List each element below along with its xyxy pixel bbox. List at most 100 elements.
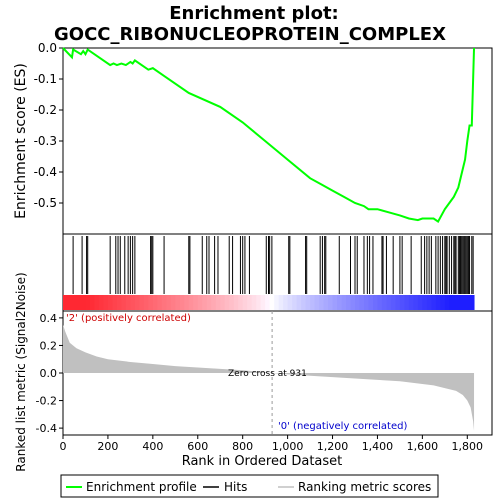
rank-y-tick-label: 0.0 xyxy=(40,367,58,380)
heat-bar-segment xyxy=(292,295,298,310)
es-y-tick-label: -0.1 xyxy=(34,72,57,86)
heat-bar-segment xyxy=(359,295,365,310)
heat-bar-segment xyxy=(431,295,437,310)
heat-bar-segment xyxy=(377,295,383,310)
es-y-tick-label: -0.3 xyxy=(34,134,57,148)
heat-bar-segment xyxy=(435,295,441,310)
heat-bar-segment xyxy=(417,295,423,310)
heat-bar-segment xyxy=(265,295,271,310)
heat-bar-segment xyxy=(256,295,262,310)
legend: Enrichment profile Hits Ranking metric s… xyxy=(60,474,439,498)
enrichment-score-panel: 0.0 -0.1 -0.2 -0.3 -0.4 -0.5 Enrichment score… xyxy=(13,41,493,235)
heat-bar-segment xyxy=(386,295,392,310)
heat-bar-segment xyxy=(413,295,419,310)
heat-bar-segment xyxy=(112,295,118,310)
x-tick-label: 800 xyxy=(232,440,253,453)
heat-bar-segment xyxy=(67,295,73,310)
heat-bar-segment xyxy=(354,295,360,310)
heat-bar-segment xyxy=(247,295,253,310)
x-tick-label: 400 xyxy=(142,440,163,453)
negative-correlation-label: '0' (negatively correlated) xyxy=(278,421,407,432)
heat-bar-segment xyxy=(211,295,217,310)
chart-title: Enrichment plot: GOCC_RIBONUCLEOPROTEIN_… xyxy=(54,3,446,45)
x-tick-label: 1,800 xyxy=(452,440,484,453)
es-y-tick-label: 0.0 xyxy=(38,41,57,55)
heat-bar-segment xyxy=(404,295,410,310)
heat-bar-segment xyxy=(157,295,163,310)
heat-bar-segment xyxy=(233,295,239,310)
heat-bar-segment xyxy=(229,295,235,310)
heat-bar-segment xyxy=(220,295,226,310)
heat-bar-segment xyxy=(184,295,190,310)
rank-y-tick-label: -0.4 xyxy=(36,422,57,435)
heat-bar-segment xyxy=(193,295,199,310)
x-axis-label: Rank in Ordered Dataset xyxy=(182,454,343,469)
x-tick-label: 1,400 xyxy=(362,440,394,453)
heat-bar-segment xyxy=(63,295,68,310)
es-panel-frame xyxy=(62,47,493,235)
rank-y-axis: 0.4 0.2 0.0 -0.2 -0.4 xyxy=(36,312,63,435)
positive-correlation-label: '2' (positively correlated) xyxy=(66,313,191,324)
rank-heat-bar xyxy=(63,295,475,310)
heat-bar-segment xyxy=(206,295,212,310)
heat-bar-segment xyxy=(76,295,82,310)
heat-bar-segment xyxy=(278,295,284,310)
heat-bar-segment xyxy=(444,295,450,310)
legend-label-ranking-metric: Ranking metric scores xyxy=(298,480,431,494)
ranking-metric-area xyxy=(63,324,475,431)
heat-bar-segment xyxy=(103,295,109,310)
heat-bar-segment xyxy=(166,295,172,310)
heat-bar-segment xyxy=(251,295,257,310)
heat-bar-segment xyxy=(269,295,275,310)
heat-bar-segment xyxy=(130,295,136,310)
heat-bar-segment xyxy=(458,295,464,310)
heat-bar-segment xyxy=(175,295,181,310)
heat-bar-segment xyxy=(332,295,338,310)
x-tick-label: 200 xyxy=(97,440,118,453)
heat-bar-segment xyxy=(296,295,302,310)
heat-bar-segment xyxy=(310,295,316,310)
rank-y-tick-label: 0.2 xyxy=(40,339,58,352)
heat-bar-segment xyxy=(152,295,158,310)
heat-bar-segment xyxy=(314,295,320,310)
chart-title-line-2: GOCC_RIBONUCLEOPROTEIN_COMPLEX xyxy=(54,24,446,45)
heat-bar-segment xyxy=(449,295,455,310)
heat-bar-segment xyxy=(346,295,351,310)
heat-bar-segment xyxy=(471,295,475,310)
x-tick-label: 0 xyxy=(60,440,67,453)
heat-bar-segment xyxy=(440,295,446,310)
zero-cross-label: Zero cross at 931 xyxy=(228,369,307,379)
heat-bar-segment xyxy=(341,295,347,310)
heat-bar-segment xyxy=(462,295,468,310)
rank-y-tick-label: -0.2 xyxy=(36,395,57,408)
heat-bar-segment xyxy=(372,295,378,310)
heat-bar-segment xyxy=(121,295,127,310)
heat-bar-segment xyxy=(422,295,428,310)
heat-bar-segment xyxy=(238,295,244,310)
heat-bar-segment xyxy=(134,295,140,310)
heat-bar-segment xyxy=(381,295,387,310)
heat-bar-segment xyxy=(323,295,329,310)
heat-bar-segment xyxy=(287,295,293,310)
chart-title-line-1: Enrichment plot: xyxy=(169,3,339,24)
es-y-tick-label: -0.5 xyxy=(34,196,57,210)
heat-bar-segment xyxy=(467,295,473,310)
heat-bar-segment xyxy=(395,295,401,310)
x-tick-label: 1,600 xyxy=(407,440,439,453)
heat-bar-segment xyxy=(98,295,104,310)
enrichment-profile-line xyxy=(62,47,476,224)
heat-bar-segment xyxy=(197,295,203,310)
ranked-metric-panel: 0.4 0.2 0.0 -0.2 -0.4 Zero cross at 931 '2' … xyxy=(14,272,493,472)
heat-bar-segment xyxy=(305,295,311,310)
rank-y-axis-label: Ranked list metric (Signal2Noise) xyxy=(14,272,28,471)
heat-bar-segment xyxy=(85,295,91,310)
es-y-axis-label: Enrichment score (ES) xyxy=(13,63,29,219)
es-y-axis: 0.0 -0.1 -0.2 -0.3 -0.4 -0.5 xyxy=(34,41,63,210)
heat-bar-segment xyxy=(337,295,343,310)
heat-bar-segment xyxy=(224,295,230,310)
x-tick-label: 1,200 xyxy=(317,440,349,453)
heat-bar-segment xyxy=(283,295,289,310)
heat-bar-segment xyxy=(242,295,248,310)
heat-bar-segment xyxy=(188,295,194,310)
